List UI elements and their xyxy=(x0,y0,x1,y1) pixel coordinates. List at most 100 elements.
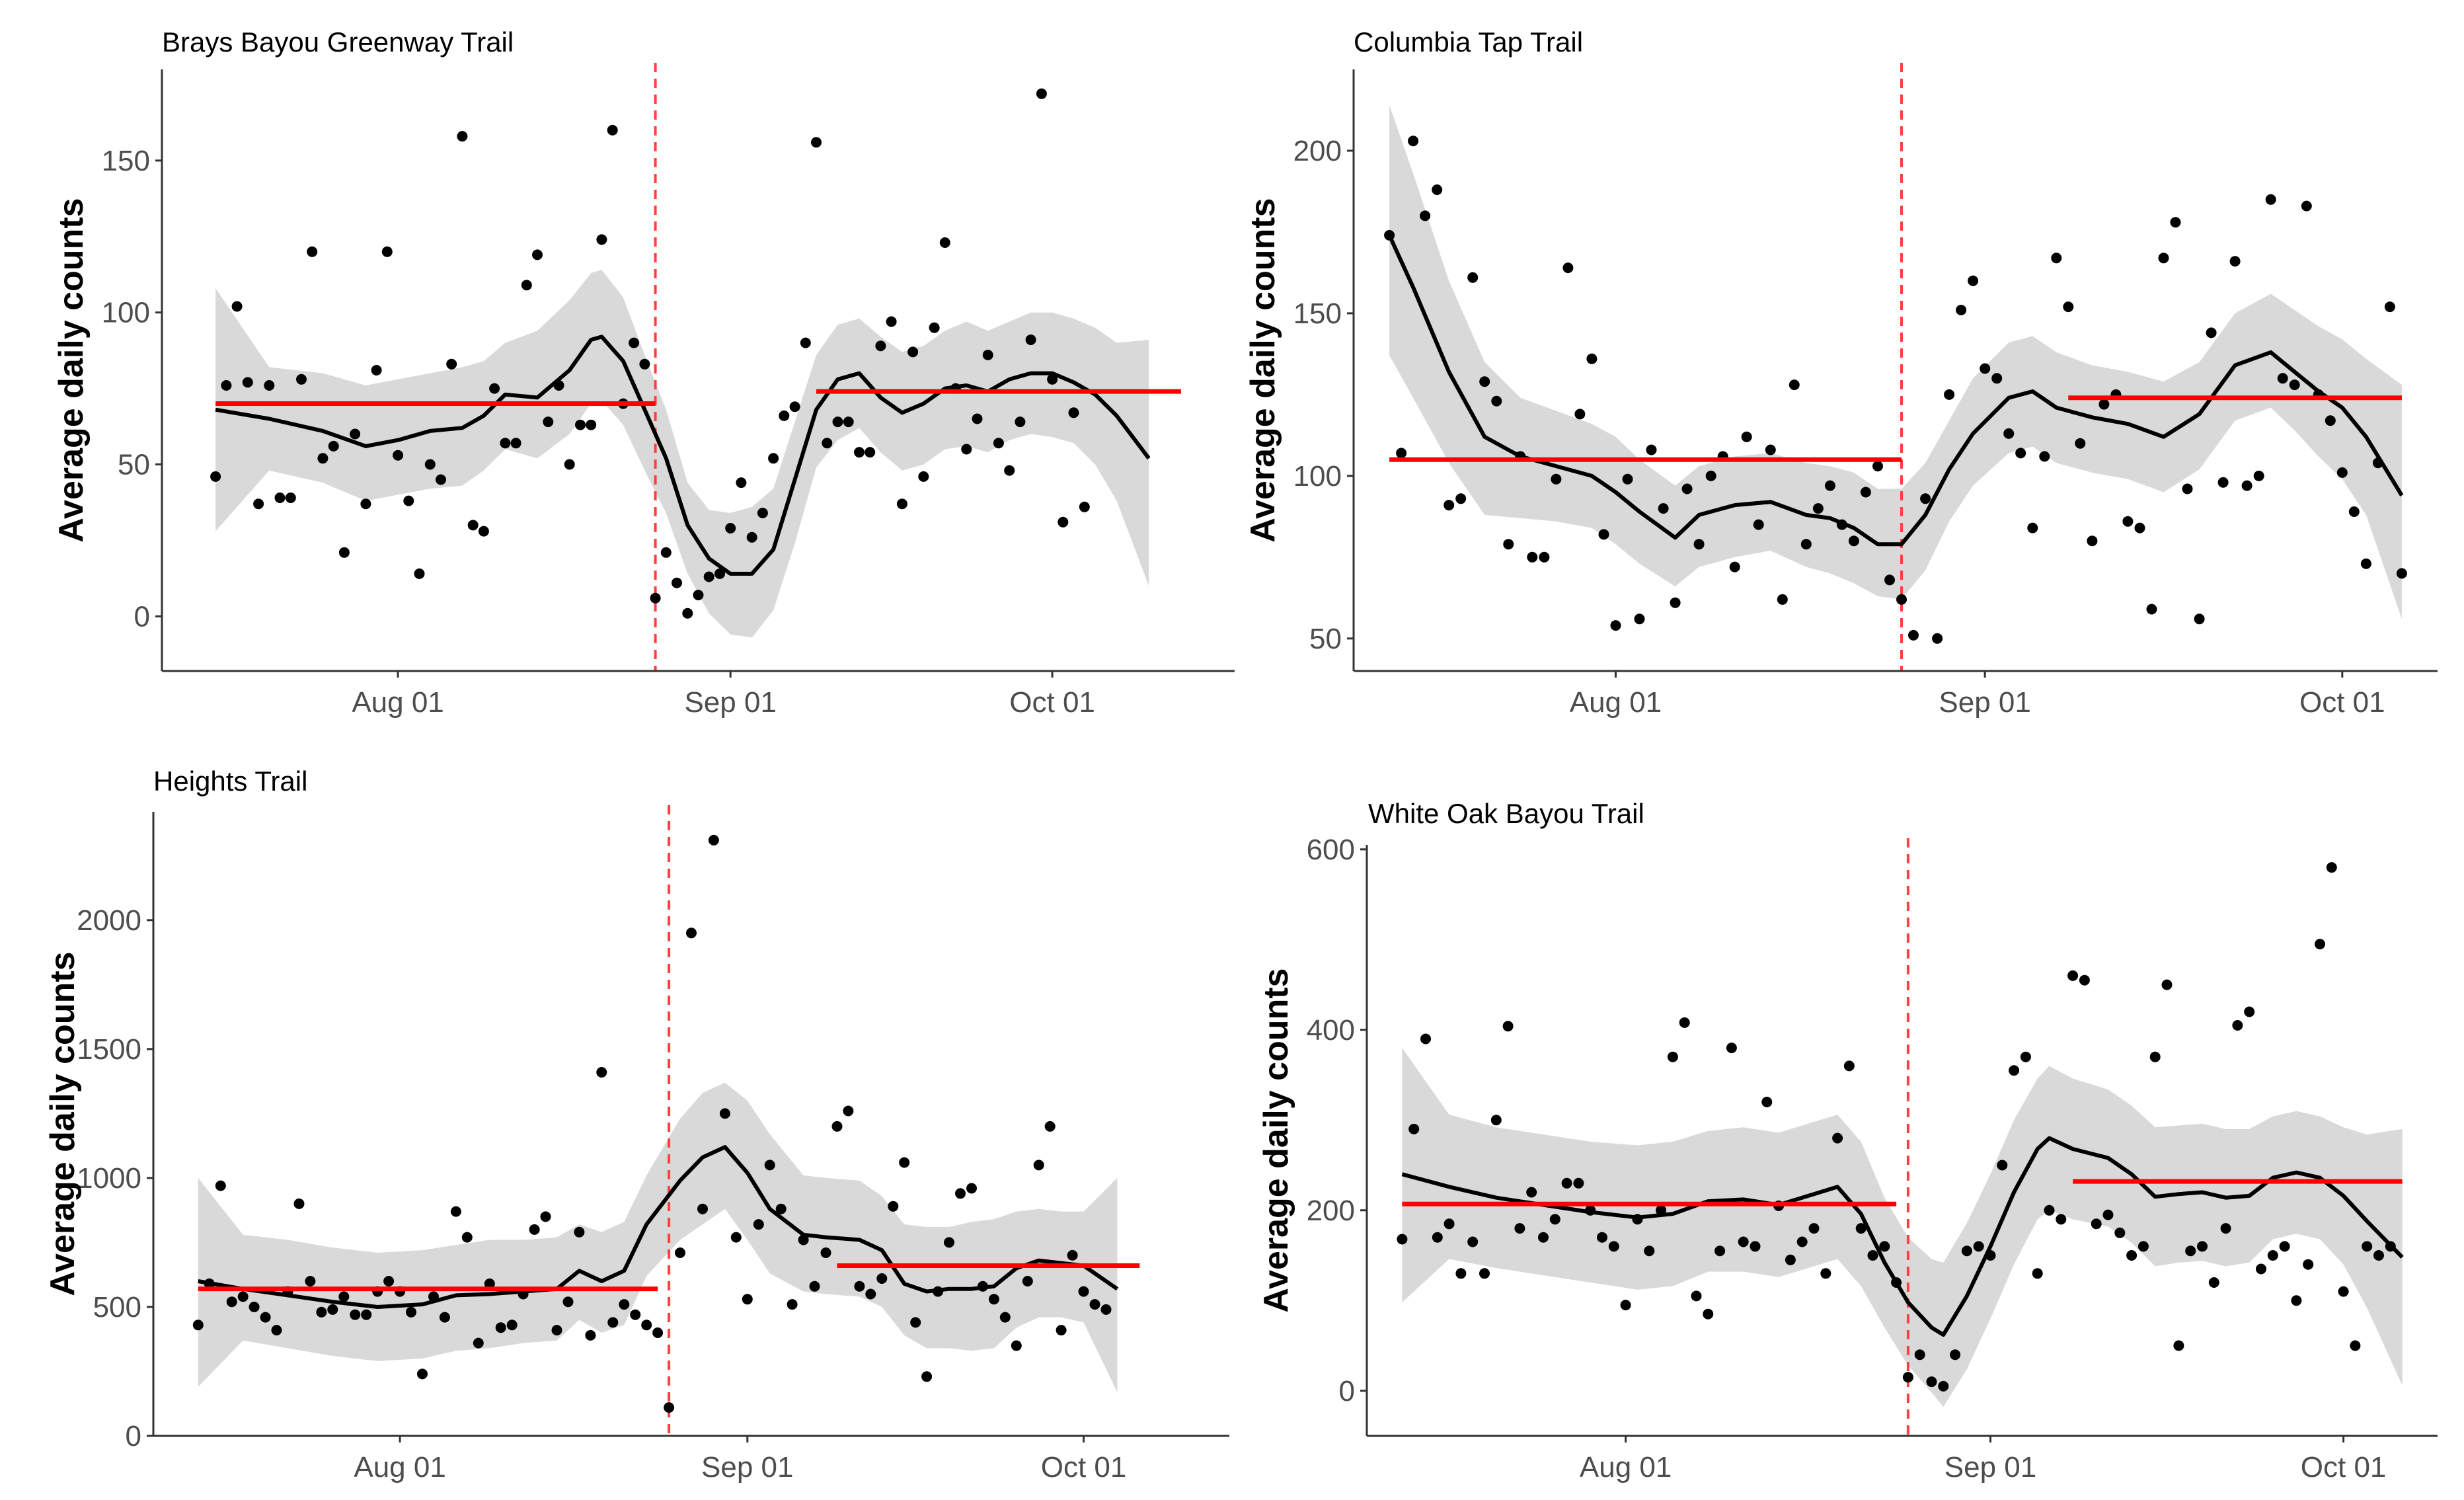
data-point xyxy=(1812,503,1824,514)
data-point xyxy=(439,1312,450,1323)
data-point xyxy=(467,520,479,531)
data-point xyxy=(1078,1286,1089,1297)
data-point xyxy=(779,410,790,421)
data-point xyxy=(2051,253,2062,264)
data-point xyxy=(424,459,436,470)
data-point xyxy=(371,365,382,375)
x-tick-label: Oct 01 xyxy=(1009,686,1095,719)
data-point xyxy=(1033,1160,1044,1171)
x-tick-label: Sep 01 xyxy=(684,686,776,719)
data-point xyxy=(730,1232,742,1243)
data-point xyxy=(607,1317,619,1328)
data-point xyxy=(1867,1250,1878,1261)
data-point xyxy=(1738,1236,1749,1247)
data-point xyxy=(768,453,779,464)
data-point xyxy=(562,1296,574,1308)
x-tick-label: Aug 01 xyxy=(354,1451,445,1483)
panel-title: Heights Trail xyxy=(153,766,307,797)
data-point xyxy=(1561,1177,1572,1189)
data-point xyxy=(832,416,843,428)
data-point xyxy=(307,246,318,257)
data-point xyxy=(1562,262,1574,274)
data-point xyxy=(585,1329,596,1341)
data-point xyxy=(457,131,468,142)
y-tick-label: 0 xyxy=(126,1420,141,1452)
data-point xyxy=(271,1325,282,1336)
data-point xyxy=(1004,465,1015,476)
data-point xyxy=(2146,604,2157,615)
data-point xyxy=(2102,1209,2114,1220)
y-tick-label: 1500 xyxy=(77,1033,141,1066)
data-point xyxy=(242,377,253,388)
panel-title: Brays Bayou Greenway Trail xyxy=(162,26,514,58)
y-tick-label: 0 xyxy=(1339,1375,1355,1407)
data-point xyxy=(1444,1218,1455,1230)
data-point xyxy=(231,301,243,312)
data-point xyxy=(2122,516,2134,527)
data-point xyxy=(1997,1160,2008,1171)
data-point xyxy=(2362,1241,2373,1252)
data-point xyxy=(1420,210,1431,221)
y-tick-label: 200 xyxy=(1307,1195,1355,1227)
data-point xyxy=(742,1294,753,1305)
x-tick-label: Sep 01 xyxy=(1944,1451,2036,1483)
data-point xyxy=(2158,253,2169,264)
data-point xyxy=(540,1211,551,1222)
data-point xyxy=(2279,1241,2290,1252)
data-point xyxy=(2206,327,2217,338)
data-point xyxy=(2384,301,2395,313)
panel-white-oak-bayou: White Oak Bayou Trail 0 200 400 600 Aug 01 Se… xyxy=(1257,798,2438,1483)
data-point xyxy=(1872,461,1883,472)
data-point xyxy=(682,608,693,619)
data-point xyxy=(1681,483,1693,494)
data-point xyxy=(237,1291,249,1302)
data-point xyxy=(1753,519,1764,530)
data-point xyxy=(2194,613,2205,625)
data-point xyxy=(1539,551,1550,563)
data-point xyxy=(1848,535,1859,547)
data-point xyxy=(1800,539,1812,550)
confidence-band xyxy=(198,1082,1118,1392)
data-point xyxy=(1467,272,1479,283)
y-tick-label: 50 xyxy=(118,448,150,481)
data-point xyxy=(1944,389,1955,400)
data-point xyxy=(393,450,404,461)
data-point xyxy=(1902,1372,1913,1383)
data-point xyxy=(2134,522,2145,533)
data-point xyxy=(1705,470,1716,481)
data-point xyxy=(1068,407,1079,418)
smoothed-trend-line xyxy=(1387,234,2404,547)
data-point xyxy=(1479,1268,1490,1279)
data-point xyxy=(253,498,264,510)
data-point xyxy=(596,234,607,245)
data-point xyxy=(2056,1214,2067,1225)
data-point xyxy=(249,1302,260,1312)
data-point xyxy=(2020,1051,2031,1062)
y-axis-title: Average daily counts xyxy=(44,951,82,1296)
data-point xyxy=(1526,1187,1537,1198)
data-point xyxy=(607,124,618,136)
data-point xyxy=(697,1203,708,1214)
data-point xyxy=(1703,1308,1714,1320)
y-tick-label: 500 xyxy=(93,1291,141,1323)
data-point xyxy=(1538,1232,1549,1243)
data-point xyxy=(285,493,296,503)
data-point xyxy=(406,1306,416,1318)
data-point xyxy=(260,1312,271,1323)
data-point xyxy=(296,374,307,385)
x-tick-label: Aug 01 xyxy=(352,686,443,719)
data-point xyxy=(1502,1021,1514,1032)
data-point xyxy=(1490,1115,1502,1126)
data-point xyxy=(1714,1245,1726,1257)
data-point xyxy=(2338,1286,2349,1297)
y-tick-label: 2000 xyxy=(77,904,141,937)
data-point xyxy=(1079,501,1090,512)
data-point xyxy=(929,322,940,333)
confidence-band xyxy=(215,270,1149,638)
data-point xyxy=(1729,561,1740,572)
data-point xyxy=(854,1281,865,1292)
data-point xyxy=(1408,136,1419,147)
data-point xyxy=(2229,256,2241,267)
data-point xyxy=(1646,444,1657,455)
data-point xyxy=(1896,594,1907,605)
